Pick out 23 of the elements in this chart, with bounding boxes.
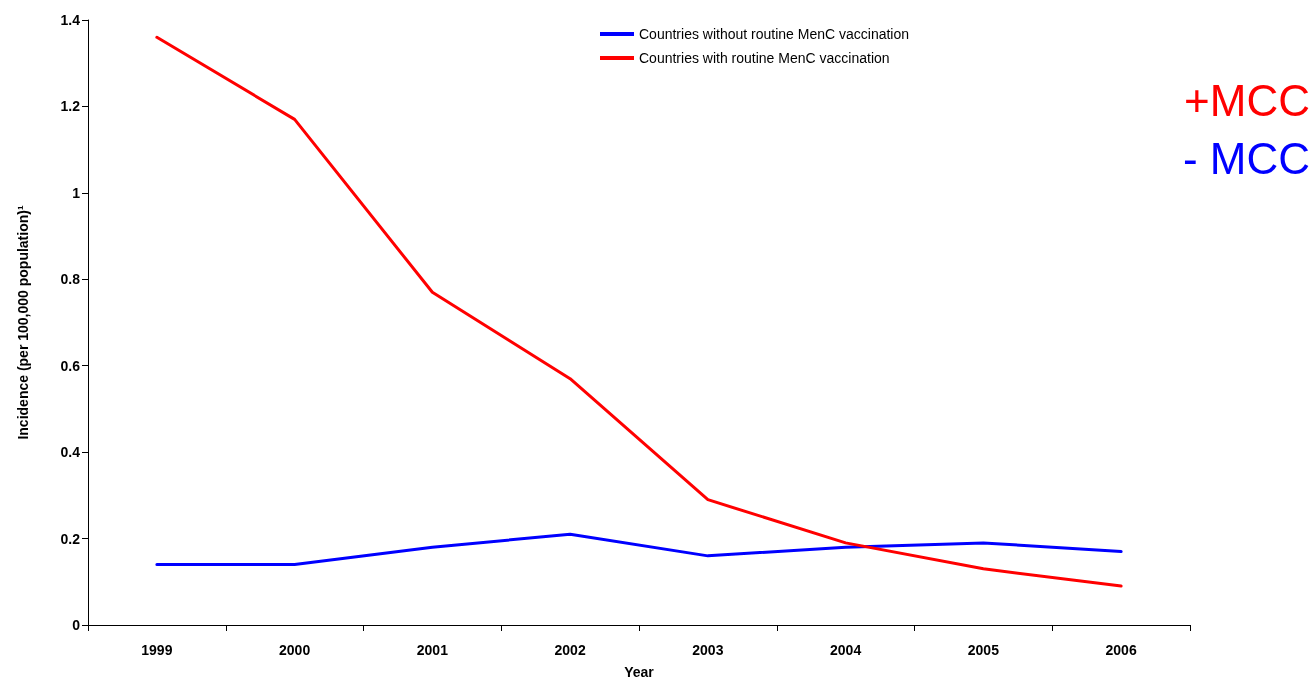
annotation: +MCC xyxy=(1184,75,1311,125)
y-tick-label: 1.4 xyxy=(60,12,81,28)
x-tick-label: 2004 xyxy=(830,642,862,658)
legend-label: Countries without routine MenC vaccination xyxy=(639,26,910,42)
y-tick-label: 1 xyxy=(72,184,81,201)
y-tick-label: 1.2 xyxy=(60,98,81,115)
x-tick-label: 1999 xyxy=(141,642,173,658)
y-tick-label: 0.4 xyxy=(60,444,81,461)
x-tick-label: 2002 xyxy=(554,642,586,658)
x-tick-label: 2000 xyxy=(279,642,311,658)
y-tick-label: 0 xyxy=(72,617,81,633)
y-tick-label: 0.8 xyxy=(60,271,81,288)
y-axis-title: Incidence (per 100,000 population)¹ xyxy=(15,205,31,440)
x-tick-label: 2005 xyxy=(967,642,1000,658)
annotation: - MCC xyxy=(1182,133,1311,183)
legend-label: Countries with routine MenC vaccination xyxy=(639,50,890,66)
x-axis-title: Year xyxy=(624,664,655,680)
x-tick-label: 2001 xyxy=(416,642,449,658)
x-tick-label: 2006 xyxy=(1105,642,1137,658)
line-series xyxy=(155,532,1123,566)
x-tick-label: 2003 xyxy=(692,642,724,658)
y-tick-label: 0.6 xyxy=(60,357,81,374)
y-tick-label: 0.2 xyxy=(60,530,81,547)
